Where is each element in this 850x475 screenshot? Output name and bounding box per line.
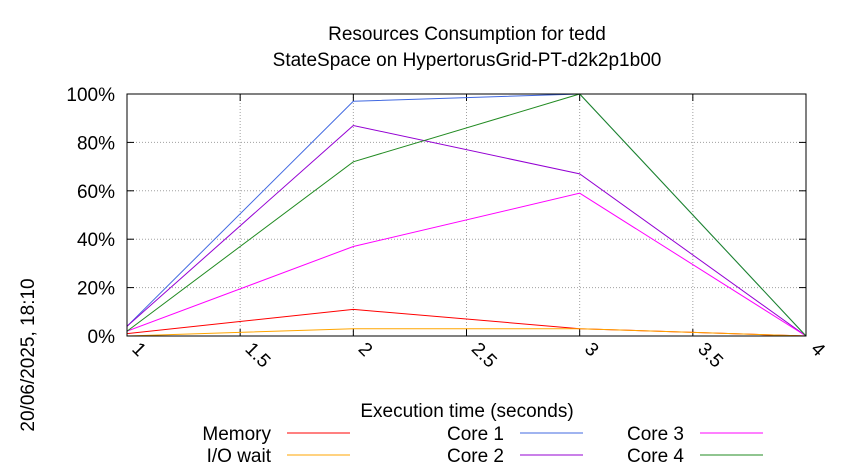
x-tick-label: 2 <box>354 339 376 361</box>
x-axis-label: Execution time (seconds) <box>360 401 573 422</box>
x-tick-label: 3 <box>580 339 602 361</box>
series-line-core-2 <box>126 124 807 337</box>
legend-label: Core 3 <box>627 424 684 445</box>
series-line-core-3 <box>126 192 807 337</box>
y-tick-label: 20% <box>77 279 115 300</box>
x-tick-label: 1 <box>127 339 149 361</box>
legend-label: Core 1 <box>447 424 504 445</box>
plot-border <box>126 93 807 337</box>
chart-subtitle: StateSpace on HypertorusGrid-PT-d2k2p1b0… <box>273 50 662 71</box>
series-line-core-4 <box>126 93 807 337</box>
x-tick-label: 4 <box>806 339 829 362</box>
y-tick-label: 60% <box>77 182 115 203</box>
legend-label: I/O wait <box>207 446 272 467</box>
y-tick-label: 40% <box>77 230 115 251</box>
legend-label: Core 4 <box>627 446 684 467</box>
x-tick-label: 1.5 <box>241 339 275 373</box>
series-line-i-o-wait <box>126 328 807 337</box>
chart-title: Resources Consumption for tedd <box>328 24 606 45</box>
series-lines <box>126 93 807 337</box>
legend-label: Core 2 <box>447 446 504 467</box>
y-tick-label: 80% <box>77 133 115 154</box>
timestamp-label: 20/06/2025, 18:10 <box>18 278 39 431</box>
y-tick-label: 0% <box>88 327 116 348</box>
y-tick-label: 100% <box>66 85 115 106</box>
grid <box>127 94 806 336</box>
legend-label: Memory <box>202 424 271 445</box>
x-tick-label: 2.5 <box>467 339 501 373</box>
x-tick-label: 3.5 <box>693 339 727 373</box>
